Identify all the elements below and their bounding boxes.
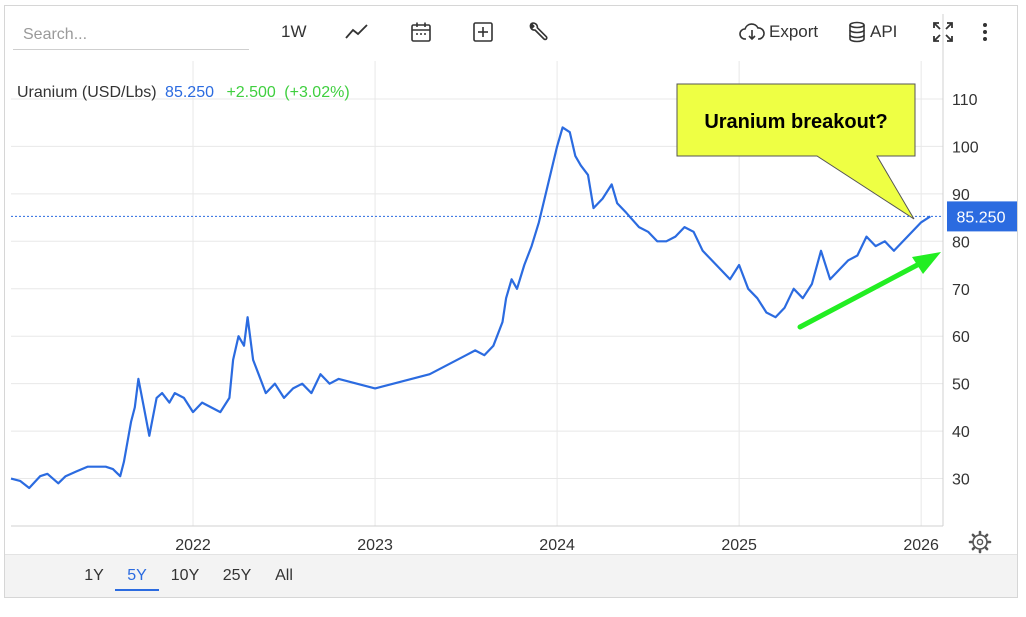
y-tick-label: 80 xyxy=(952,234,970,251)
y-tick-label: 40 xyxy=(952,424,970,441)
y-tick-label: 90 xyxy=(952,187,970,204)
wrench-icon xyxy=(527,21,549,43)
x-tick-label: 2025 xyxy=(721,537,757,554)
price-tag: 85.250 xyxy=(947,201,1017,232)
chart-widget: 1W Export xyxy=(4,5,1018,598)
calendar-icon xyxy=(410,21,432,43)
gear-icon[interactable] xyxy=(968,530,992,554)
y-tick-label: 100 xyxy=(952,139,979,156)
x-tick-label: 2026 xyxy=(903,537,939,554)
database-icon xyxy=(848,21,866,43)
price-chart[interactable]: 2022 2023 2024 2025 2026 30 40 50 60 70 80 90 100 11… xyxy=(5,6,1017,557)
range-25y-button[interactable]: 25Y xyxy=(222,567,252,584)
more-options-button[interactable] xyxy=(981,18,989,46)
y-tick-label: 60 xyxy=(952,329,970,346)
legend-change: +2.500 xyxy=(226,84,276,101)
price-tag-value: 85.250 xyxy=(957,209,1006,226)
api-label: API xyxy=(870,22,898,41)
range-5y-button[interactable]: 5Y xyxy=(115,561,159,591)
range-selector: 1Y 5Y 10Y 25Y All xyxy=(5,554,1017,597)
range-10y-button[interactable]: 10Y xyxy=(170,567,200,584)
range-1y-button[interactable]: 1Y xyxy=(84,567,104,584)
price-series-line xyxy=(10,126,931,490)
annotation-callout: Uranium breakout? xyxy=(676,83,916,220)
y-tick-label: 50 xyxy=(952,377,970,394)
cloud-download-icon xyxy=(739,22,765,42)
legend-change-pct: (+3.02%) xyxy=(284,84,350,101)
y-tick-label: 30 xyxy=(952,472,970,489)
x-tick-label: 2023 xyxy=(357,537,393,554)
export-button[interactable]: Export xyxy=(739,18,818,46)
plus-box-icon xyxy=(472,21,494,43)
chart-type-button[interactable] xyxy=(345,18,369,46)
legend-name: Uranium (USD/Lbs) xyxy=(17,84,157,101)
y-tick-label: 70 xyxy=(952,282,970,299)
period-selector-button[interactable]: 1W xyxy=(281,18,307,46)
y-tick-label: 110 xyxy=(952,92,978,109)
trend-arrow xyxy=(797,252,941,330)
range-all-button[interactable]: All xyxy=(275,567,293,584)
toolbar: 1W Export xyxy=(5,6,1017,56)
line-chart-icon xyxy=(345,22,369,42)
more-vertical-icon xyxy=(981,21,989,43)
compare-button[interactable] xyxy=(472,18,494,46)
x-tick-label: 2022 xyxy=(175,537,211,554)
legend-price: 85.250 xyxy=(165,84,214,101)
search-input[interactable] xyxy=(13,20,249,50)
x-tick-label: 2024 xyxy=(539,537,575,554)
api-button[interactable]: API xyxy=(848,18,897,46)
fullscreen-button[interactable] xyxy=(931,18,955,46)
annotation-text: Uranium breakout? xyxy=(704,111,887,133)
tools-button[interactable] xyxy=(527,18,549,46)
fullscreen-icon xyxy=(931,20,955,44)
export-label: Export xyxy=(769,22,819,41)
series-legend: Uranium (USD/Lbs) 85.250 +2.500 (+3.02%) xyxy=(17,84,350,102)
date-range-button[interactable] xyxy=(410,18,432,46)
period-label: 1W xyxy=(281,22,307,41)
